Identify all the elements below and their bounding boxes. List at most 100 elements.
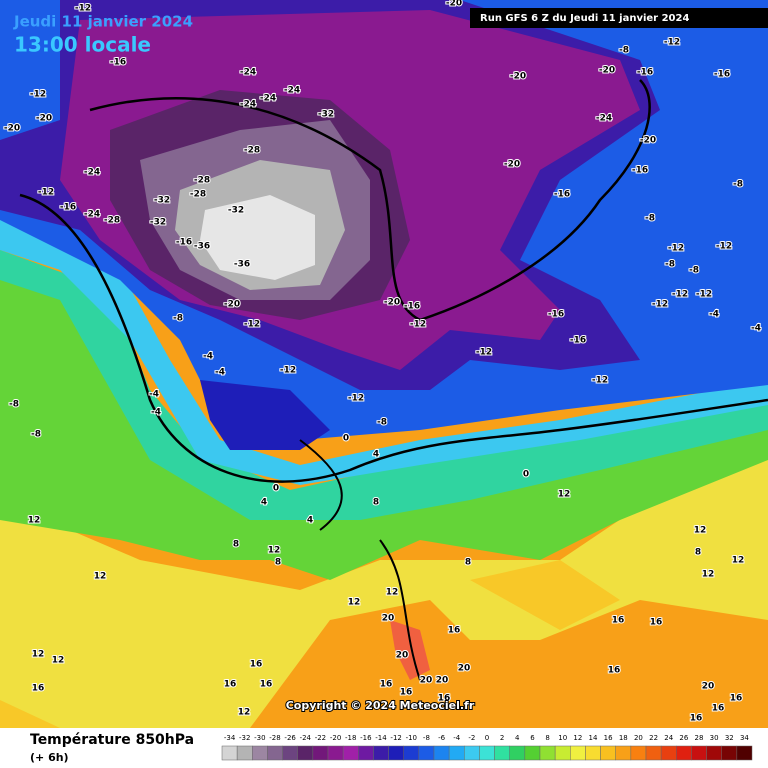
- legend-swatch: [252, 745, 268, 761]
- legend-label: 0: [485, 734, 489, 742]
- contour-label: 8: [373, 498, 379, 508]
- legend-label: 22: [649, 734, 658, 742]
- contour-label: -28: [244, 146, 260, 156]
- temp-zone: [200, 380, 330, 450]
- legend-swatch: [645, 745, 662, 761]
- legend-swatch: [358, 745, 374, 761]
- contour-label: -4: [149, 390, 159, 400]
- legend-label: -30: [254, 734, 265, 742]
- contour-label: 12: [28, 516, 41, 526]
- legend-label: -28: [269, 734, 280, 742]
- contour-label: 16: [32, 684, 45, 694]
- contour-label: 12: [268, 546, 281, 556]
- contour-label: 12: [702, 570, 715, 580]
- legend-swatch: [570, 745, 586, 761]
- contour-label: -24: [84, 210, 100, 220]
- contour-label: 20: [436, 676, 449, 686]
- temp-zone: [200, 195, 315, 280]
- contour-label: -16: [548, 310, 564, 320]
- legend-label: -22: [315, 734, 326, 742]
- contour-label: -4: [215, 368, 225, 378]
- legend-swatch: [236, 745, 253, 761]
- legend-swatch: [630, 745, 647, 761]
- contour-label: 16: [260, 680, 273, 690]
- contour-label: 16: [612, 616, 625, 626]
- contour-label: 16: [380, 680, 393, 690]
- contour-label: -12: [672, 290, 688, 300]
- contour-label: -24: [260, 94, 276, 104]
- contour-label: -28: [194, 176, 210, 186]
- legend-swatch: [418, 745, 435, 761]
- map: -12 -20 -12 -8 -16 -24 -24 -24 -24 -20 -20 -16 -16 -1…: [0, 0, 768, 728]
- contour-label: 12: [386, 588, 399, 598]
- contour-label: -12: [664, 38, 680, 48]
- contour-label: -8: [733, 180, 743, 190]
- contour-label: -16: [714, 70, 730, 80]
- legend-label: 26: [679, 734, 688, 742]
- contour-label: -24: [596, 114, 612, 124]
- legend-label: 8: [545, 734, 549, 742]
- legend-label: -4: [453, 734, 461, 742]
- contour-label: -16: [570, 336, 586, 346]
- contour-label: -16: [60, 203, 76, 213]
- contour-label: -4: [751, 324, 761, 334]
- contour-label: 12: [52, 656, 65, 666]
- run-info: Run GFS 6 Z du Jeudi 11 janvier 2024: [480, 13, 689, 24]
- contour-label: 12: [694, 526, 707, 536]
- legend-swatch: [539, 745, 556, 761]
- legend-swatch: [554, 745, 571, 761]
- contour-label: -12: [652, 300, 668, 310]
- contour-label: -8: [645, 214, 655, 224]
- legend-swatch: [660, 745, 677, 761]
- contour-label: 0: [523, 470, 529, 480]
- contour-label: 8: [465, 558, 471, 568]
- legend-swatch: [403, 745, 420, 761]
- contour-label: -20: [36, 114, 52, 124]
- legend-swatch: [479, 745, 495, 761]
- contour-label: -8: [9, 400, 19, 410]
- legend-label: 10: [558, 734, 567, 742]
- local-time: 13:00 locale: [14, 33, 151, 57]
- contour-label: -8: [31, 430, 41, 440]
- footer-subtitle: (+ 6h): [30, 751, 69, 764]
- contour-label: 8: [233, 540, 239, 550]
- legend-label: -18: [345, 734, 356, 742]
- contour-label: -4: [203, 352, 213, 362]
- legend-label: -2: [468, 734, 475, 742]
- legend-label: 34: [740, 734, 749, 742]
- legend-swatch: [282, 745, 298, 761]
- contour-label: -24: [240, 68, 256, 78]
- contour-label: -20: [510, 72, 526, 82]
- legend-label: -26: [284, 734, 296, 742]
- contour-label: 0: [273, 484, 279, 494]
- contour-label: -16: [176, 238, 192, 248]
- contour-label: 16: [250, 660, 263, 670]
- temp-zone: [0, 420, 768, 728]
- contour-label: 20: [382, 614, 395, 624]
- legend-swatch: [691, 745, 707, 761]
- contour-label: -12: [30, 90, 46, 100]
- legend-swatch: [388, 745, 404, 761]
- legend-label: 16: [604, 734, 613, 742]
- footer-title: Température 850hPa: [30, 732, 194, 748]
- contour-label: -20: [640, 136, 656, 146]
- contour-label: -12: [716, 242, 732, 252]
- copyright: Copyright © 2024 Meteociel.fr: [286, 699, 475, 712]
- contour-line: [299, 439, 421, 681]
- legend-label: 30: [710, 734, 719, 742]
- contour-label: -24: [284, 86, 300, 96]
- run-box: [470, 8, 768, 28]
- contour-label: 16: [438, 694, 451, 704]
- legend-swatch: [721, 745, 738, 761]
- legend-swatch: [524, 745, 541, 761]
- contour-label: -20: [384, 298, 400, 308]
- contour-label: -8: [689, 266, 699, 276]
- contour-label: -36: [194, 242, 210, 252]
- contour-label: 16: [400, 688, 413, 698]
- contour-label: -12: [348, 394, 364, 404]
- legend-label: -6: [438, 734, 446, 742]
- contour-label: -4: [151, 408, 161, 418]
- contour-label: 12: [732, 556, 745, 566]
- footer: Température 850hPa (+ 6h) -34 -32 -30 -28 -2…: [30, 732, 753, 764]
